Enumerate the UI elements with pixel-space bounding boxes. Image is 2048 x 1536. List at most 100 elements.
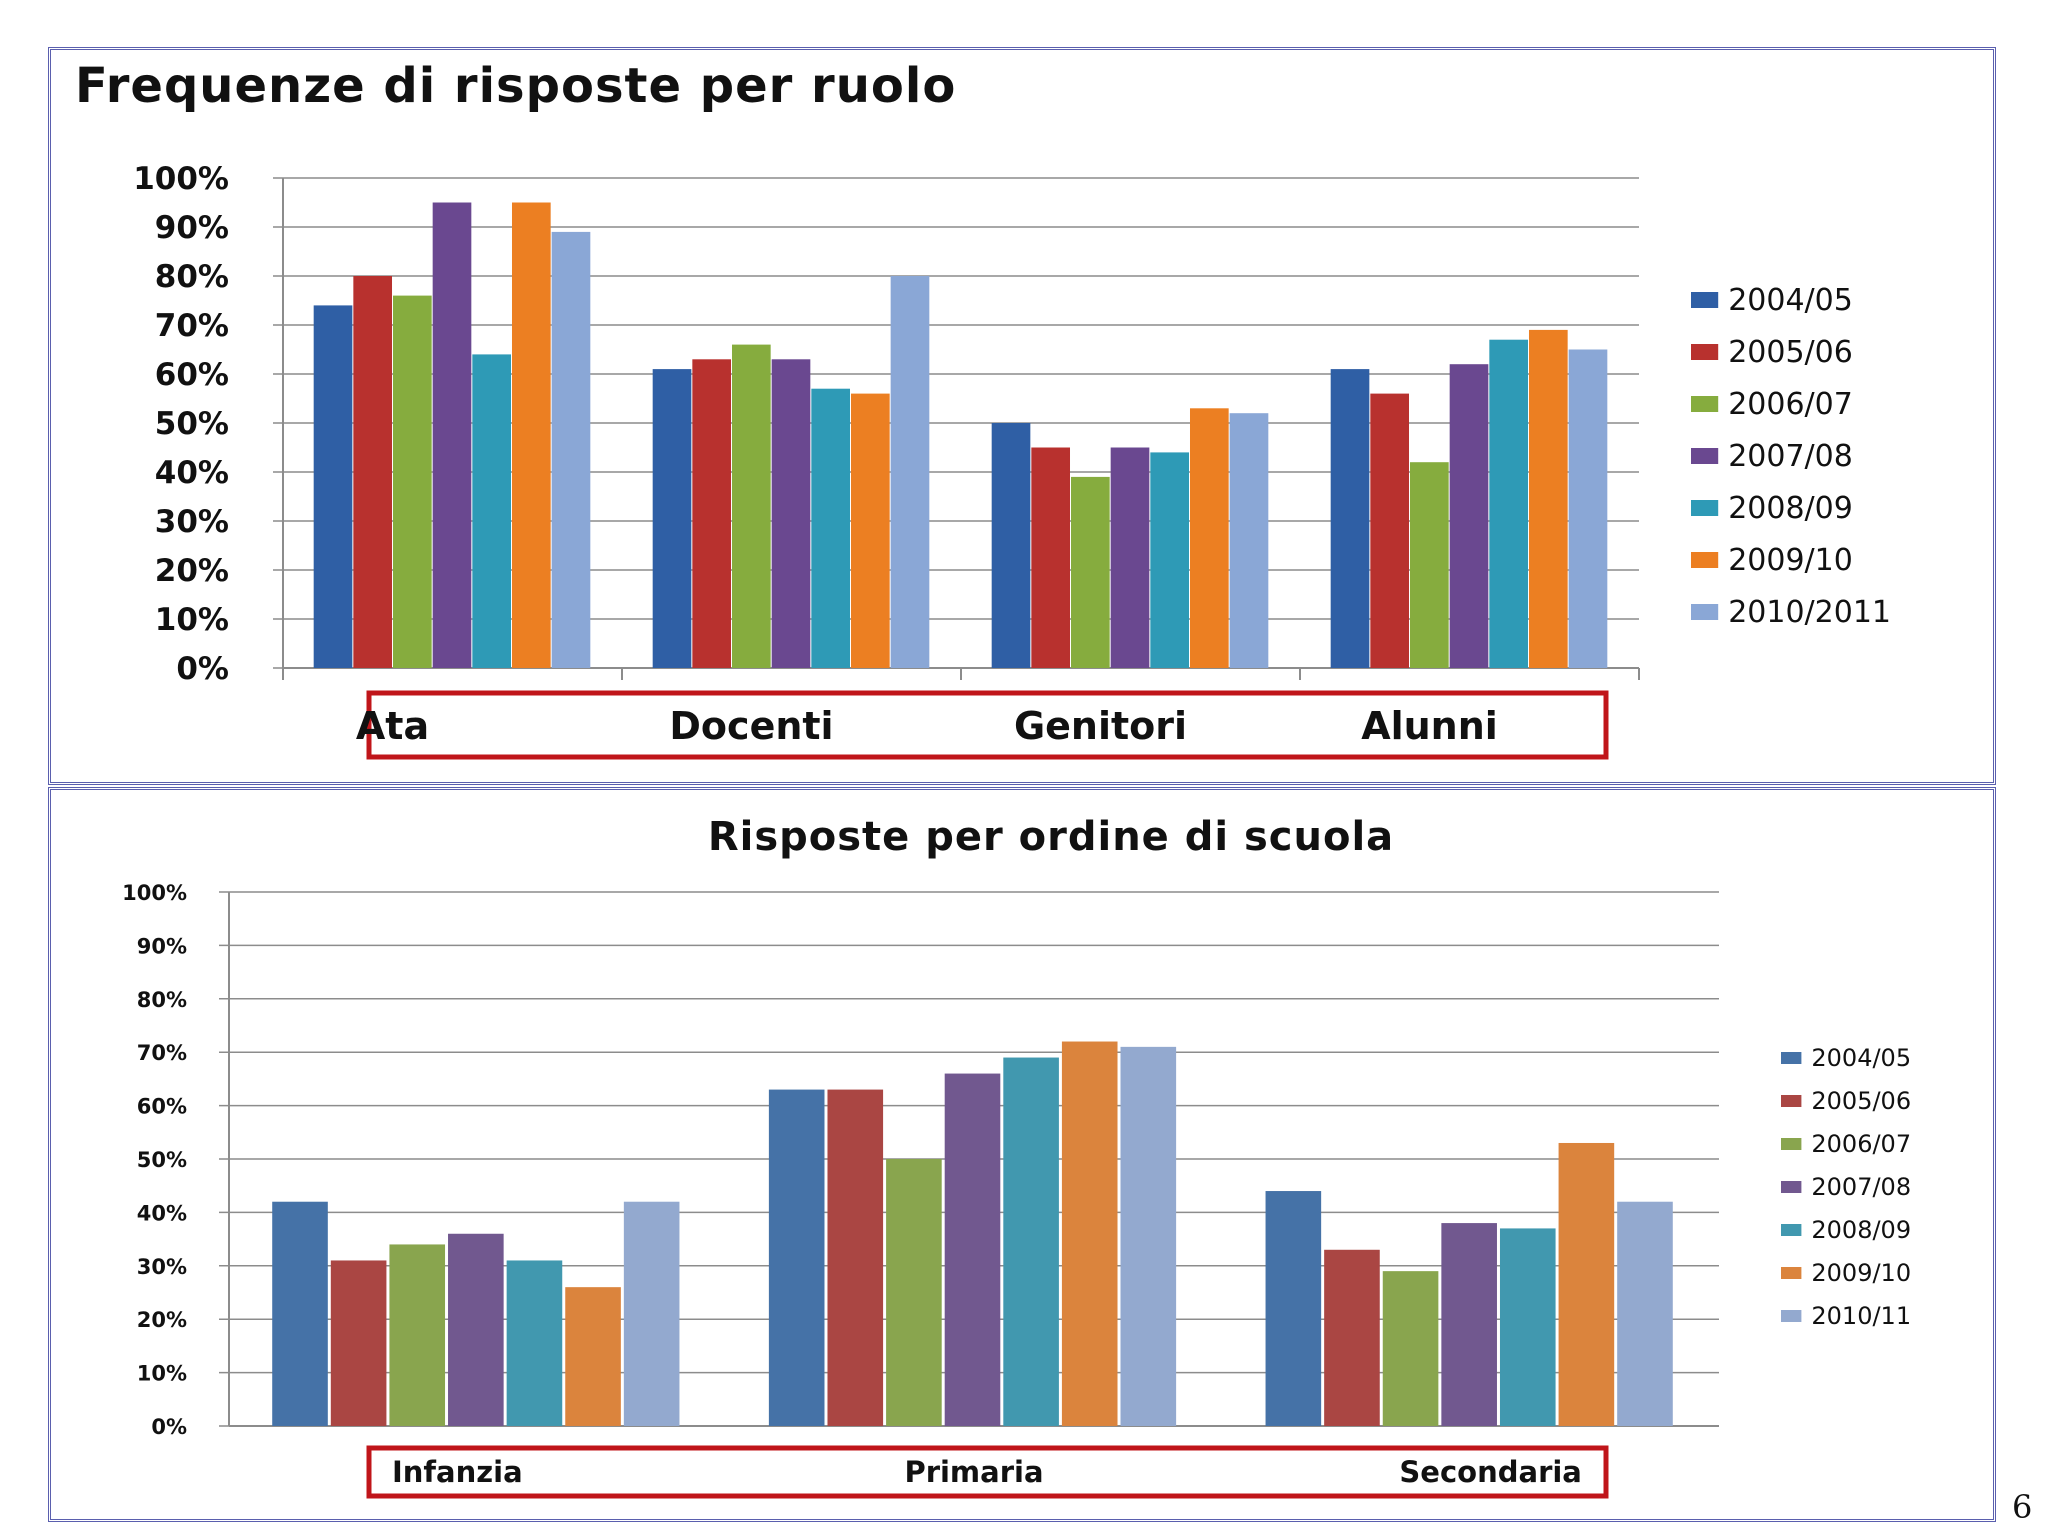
bar <box>1324 1249 1380 1426</box>
bar <box>886 1159 942 1426</box>
x-category-label: Infanzia <box>392 1455 523 1489</box>
bar <box>389 1244 446 1426</box>
bar <box>1265 1191 1322 1426</box>
y-tick-label: 10% <box>155 602 229 638</box>
legend-label: 2005/06 <box>1811 1087 1911 1115</box>
bar <box>827 1089 884 1426</box>
y-tick-label: 90% <box>155 210 229 246</box>
chart-panel-roles: Frequenze di risposte per ruolo 0% 10% 20% 3… <box>48 47 1996 785</box>
legend-swatch <box>1781 1052 1802 1064</box>
chart-roles: Frequenze di risposte per ruolo 0% 10% 20% 3… <box>75 58 1891 760</box>
bar <box>850 393 890 668</box>
legend-label: 2008/09 <box>1811 1216 1911 1244</box>
y-tick-label: 0% <box>176 651 229 687</box>
x-category-label: Genitori <box>1014 704 1187 748</box>
bar <box>1150 452 1189 668</box>
chart-title: Frequenze di risposte per ruolo <box>75 58 956 114</box>
y-tick-label: 60% <box>137 1095 187 1119</box>
bar <box>1568 349 1608 668</box>
y-tick-label: 30% <box>155 504 229 540</box>
legend-label: 2010/2011 <box>1728 595 1891 630</box>
chart-title: Risposte per ordine di scuola <box>708 814 1394 860</box>
x-category-label: Ata <box>356 704 429 748</box>
x-category-label: Docenti <box>669 704 833 748</box>
bar <box>771 359 811 668</box>
bar <box>692 359 732 668</box>
legend-swatch <box>1691 604 1719 620</box>
y-tick-label: 20% <box>155 553 229 589</box>
x-category-label: Alunni <box>1361 704 1498 748</box>
legend-label: 2010/11 <box>1811 1302 1911 1330</box>
y-tick-label: 100% <box>133 161 229 197</box>
bar <box>448 1233 504 1426</box>
legend-swatch <box>1781 1310 1802 1322</box>
y-tick-label: 40% <box>137 1201 187 1225</box>
legend-swatch <box>1781 1224 1802 1236</box>
legend-swatch <box>1781 1095 1802 1107</box>
bar <box>1110 447 1150 668</box>
bar <box>1189 408 1229 668</box>
y-tick-label: 10% <box>137 1362 187 1386</box>
bar <box>511 202 551 668</box>
page-number: 6 <box>2012 1488 2033 1526</box>
x-category-label: Primaria <box>904 1455 1043 1489</box>
bar <box>652 369 692 668</box>
legend-label: 2007/08 <box>1728 439 1853 474</box>
y-tick-label: 40% <box>155 455 229 491</box>
bar <box>623 1201 680 1426</box>
bar <box>732 344 771 668</box>
y-tick-label: 50% <box>137 1148 187 1172</box>
legend-swatch <box>1781 1181 1802 1193</box>
bar <box>393 295 432 668</box>
y-tick-label: 70% <box>137 1041 187 1065</box>
y-tick-label: 80% <box>155 259 229 295</box>
bar <box>432 202 472 668</box>
chart-schools: Risposte per ordine di scuola 0% 10% 20% 30%… <box>122 814 1911 1499</box>
bar <box>1449 364 1489 668</box>
legend-label: 2006/07 <box>1811 1130 1911 1158</box>
legend-swatch <box>1691 396 1719 412</box>
legend-label: 2006/07 <box>1728 387 1853 422</box>
bar <box>565 1287 621 1426</box>
bar <box>1528 329 1568 668</box>
legend-label: 2005/06 <box>1728 335 1853 370</box>
y-tick-label: 100% <box>122 881 187 905</box>
y-tick-label: 90% <box>137 934 187 958</box>
legend-label: 2004/05 <box>1811 1044 1911 1072</box>
legend-label: 2009/10 <box>1728 543 1853 578</box>
chart-panel-schools: Risposte per ordine di scuola 0% 10% 20% 30%… <box>48 787 1996 1522</box>
y-tick-label: 20% <box>137 1308 187 1332</box>
bar <box>1330 369 1370 668</box>
bar <box>353 276 393 668</box>
legend-swatch <box>1691 448 1719 464</box>
bar <box>1410 462 1449 668</box>
bar <box>1382 1271 1439 1426</box>
bar <box>890 276 930 668</box>
bar <box>944 1073 1001 1426</box>
legend-label: 2004/05 <box>1728 283 1853 318</box>
y-tick-label: 70% <box>155 308 229 344</box>
bar <box>1071 476 1110 668</box>
bar <box>1003 1057 1059 1426</box>
bar <box>1617 1201 1673 1426</box>
category-label-box <box>366 1445 1609 1499</box>
bar <box>1499 1228 1556 1426</box>
legend-swatch <box>1691 500 1719 516</box>
bar <box>1031 447 1071 668</box>
x-category-label: Secondaria <box>1399 1455 1581 1489</box>
legend-swatch <box>1781 1138 1802 1150</box>
y-tick-label: 80% <box>137 988 187 1012</box>
legend-label: 2007/08 <box>1811 1173 1911 1201</box>
legend-label: 2008/09 <box>1728 491 1853 526</box>
y-tick-label: 60% <box>155 357 229 393</box>
bar <box>991 423 1031 668</box>
bar <box>1370 393 1410 668</box>
bar <box>472 354 511 668</box>
y-tick-label: 50% <box>155 406 229 442</box>
legend-label: 2009/10 <box>1811 1259 1911 1287</box>
bar <box>1061 1041 1118 1426</box>
bar <box>506 1260 563 1426</box>
bar <box>551 231 591 668</box>
bar <box>1120 1046 1177 1426</box>
bar <box>811 388 850 668</box>
